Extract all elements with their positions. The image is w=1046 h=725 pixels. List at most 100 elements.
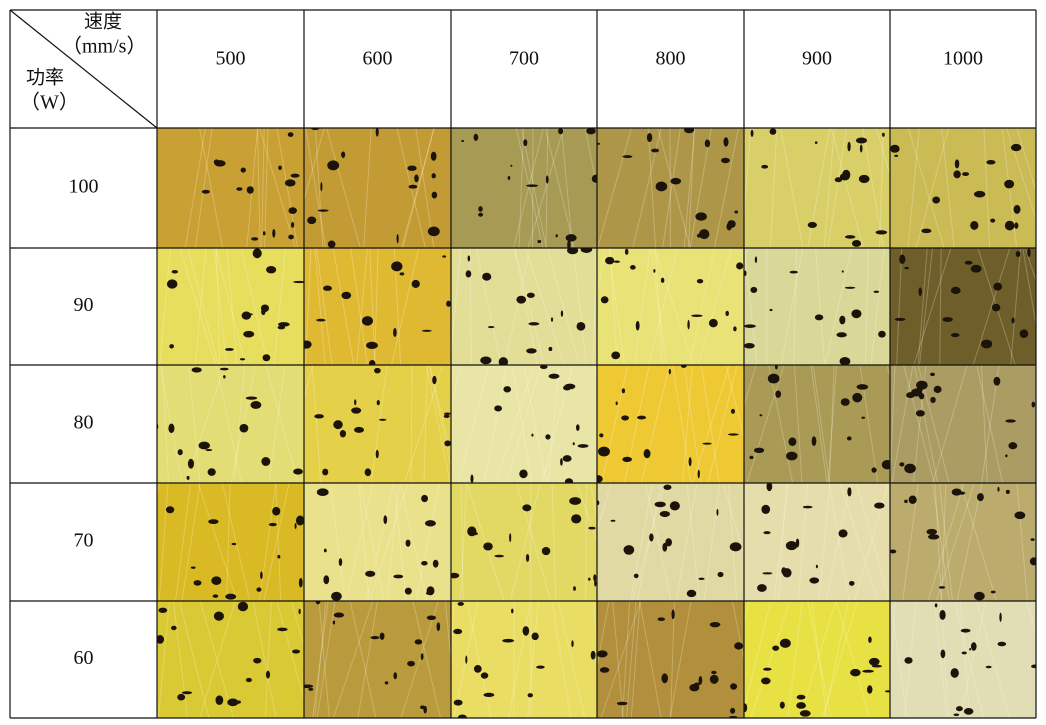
pore [621, 388, 626, 394]
pore [528, 322, 540, 326]
pore [711, 670, 717, 675]
pore [1014, 511, 1026, 520]
polish-streak [276, 128, 299, 248]
pore [597, 475, 603, 483]
micrograph [890, 128, 1036, 248]
pore [384, 681, 389, 685]
pore [333, 612, 345, 618]
row-label: 60 [74, 647, 94, 669]
pore [266, 265, 277, 274]
polish-streak [818, 483, 831, 601]
pore [187, 458, 195, 469]
polish-streak [828, 365, 835, 483]
pore [873, 290, 880, 293]
polish-streak [221, 483, 251, 601]
polish-streak [879, 128, 884, 248]
pore [545, 434, 551, 440]
pore [955, 706, 963, 712]
pore [451, 572, 460, 579]
pore [186, 475, 190, 480]
pore [212, 594, 219, 598]
pore [970, 264, 982, 273]
pore [525, 554, 530, 562]
pore [654, 501, 666, 508]
pore [930, 396, 936, 404]
pore [268, 522, 277, 527]
polish-streak [807, 601, 832, 718]
polish-streak [626, 601, 637, 718]
micrograph-base [744, 248, 890, 365]
pore [894, 154, 899, 157]
pore [473, 665, 482, 673]
polish-streak [592, 601, 597, 654]
polish-streak [273, 248, 287, 365]
polish-streak [370, 365, 388, 483]
polish-streak [632, 128, 662, 248]
micrograph [744, 483, 890, 601]
pore [298, 608, 301, 615]
pore [565, 234, 577, 242]
pore [354, 399, 357, 406]
pore [977, 493, 984, 502]
pore [261, 457, 271, 466]
pore [256, 587, 262, 592]
pore [327, 160, 340, 171]
column-label: 600 [363, 48, 393, 70]
pore [411, 279, 420, 288]
pore [855, 137, 868, 144]
pore [487, 326, 495, 329]
micrograph-base [890, 365, 1036, 483]
pore [1015, 250, 1021, 258]
pore [510, 164, 513, 167]
polish-streak [870, 248, 885, 365]
micrograph [744, 248, 890, 365]
polish-streak [902, 483, 919, 601]
pore [899, 254, 906, 265]
polish-streak [357, 601, 379, 718]
pore [294, 523, 297, 529]
polish-streak [312, 601, 329, 718]
polish-streak [976, 601, 1010, 718]
pore [292, 649, 301, 654]
polish-streak [815, 248, 826, 365]
pore [558, 128, 564, 135]
polish-streak [821, 601, 858, 718]
pore [643, 448, 651, 459]
polish-streak [475, 248, 502, 365]
polish-streak [670, 601, 675, 718]
polish-streak [953, 601, 984, 718]
pore [779, 638, 791, 648]
pore [962, 172, 970, 177]
polish-streak [600, 601, 642, 718]
pore [753, 447, 765, 454]
polish-streak [648, 248, 679, 365]
polish-streak [359, 483, 385, 601]
pore [431, 173, 436, 179]
polish-streak [769, 128, 778, 248]
pore [246, 186, 254, 194]
pore [331, 591, 342, 601]
pore [734, 210, 739, 214]
polish-streak [662, 128, 681, 248]
pore [621, 415, 630, 421]
pore [809, 577, 820, 584]
micrograph-base [451, 128, 597, 248]
pore [668, 368, 672, 375]
pore [304, 684, 314, 689]
pore [802, 505, 813, 509]
pore [744, 324, 756, 328]
pore [550, 317, 554, 322]
pore [465, 655, 468, 664]
polish-streak [700, 365, 720, 483]
pore [424, 520, 436, 527]
pore [698, 577, 705, 580]
pore [277, 627, 288, 632]
pore [526, 184, 539, 187]
pore [635, 320, 640, 331]
pore [848, 580, 855, 586]
pore [379, 632, 385, 640]
pore [536, 665, 545, 669]
pore [744, 703, 748, 713]
pore [665, 538, 672, 547]
polish-streak [896, 248, 903, 365]
